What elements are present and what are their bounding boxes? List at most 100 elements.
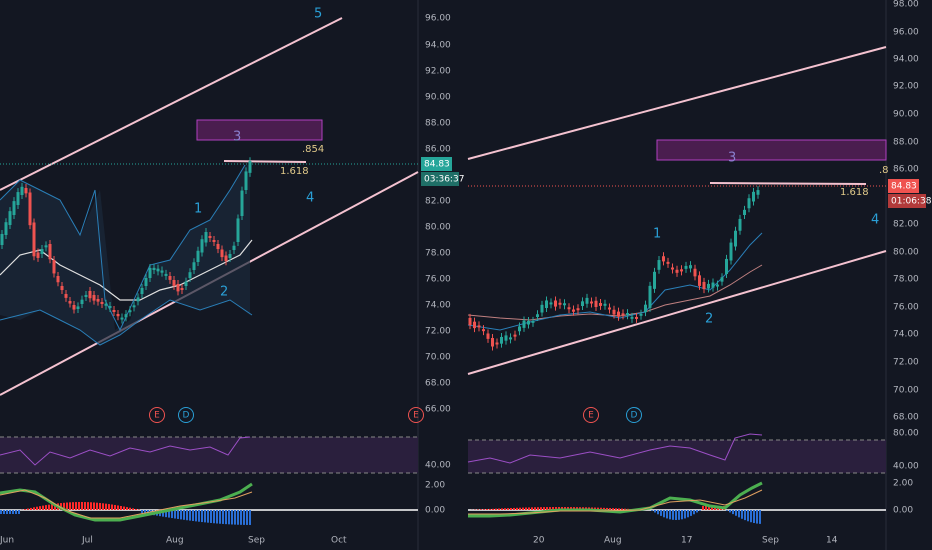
histogram-bar: [666, 510, 668, 519]
event-label: E: [154, 411, 160, 421]
histogram-bar: [99, 502, 101, 510]
candle: [653, 271, 656, 289]
candle: [72, 305, 76, 310]
histogram-bar: [237, 510, 239, 525]
candle: [590, 301, 593, 304]
histogram-bar: [66, 502, 68, 510]
price-axis-label: 74.00: [893, 330, 919, 340]
histogram-bar: [27, 508, 29, 510]
histogram-bar: [627, 508, 629, 510]
candle: [738, 218, 742, 231]
candle: [491, 338, 494, 347]
histogram-bar: [678, 510, 680, 520]
event-marker[interactable]: [149, 407, 165, 423]
candle: [608, 307, 611, 310]
histogram-bar: [534, 507, 536, 510]
countdown-tag: [421, 172, 459, 186]
histogram-bar: [87, 502, 89, 510]
candle: [148, 267, 152, 278]
histogram-bar: [135, 508, 137, 510]
event-marker[interactable]: [626, 407, 642, 423]
bollinger-upper: [0, 164, 246, 332]
histogram-bar: [672, 510, 674, 520]
candle: [160, 270, 164, 273]
candle: [536, 314, 539, 317]
histogram-bar: [39, 506, 41, 510]
histogram-bar: [516, 507, 518, 510]
histogram-bar: [177, 510, 179, 519]
histogram-bar: [192, 510, 194, 521]
histogram-bar: [105, 503, 107, 510]
candle: [513, 334, 517, 337]
fib-label: 1.618: [280, 166, 309, 177]
candle: [48, 244, 52, 260]
histogram-bar: [531, 507, 533, 510]
candle: [12, 201, 16, 215]
event-label: E: [413, 411, 419, 421]
candle: [80, 299, 84, 304]
histogram-bar: [132, 508, 134, 510]
candle: [228, 253, 232, 258]
price-axis-label: 68.00: [425, 379, 451, 389]
rsi-axis-label: 40.00: [893, 462, 919, 472]
candle: [644, 304, 647, 313]
histogram-bar: [525, 507, 527, 510]
event-marker[interactable]: [583, 407, 599, 423]
candle: [156, 268, 160, 272]
event-marker[interactable]: [408, 407, 424, 423]
candle: [711, 282, 715, 288]
macd-axis-label: 2.00: [893, 479, 913, 489]
candle: [120, 317, 124, 320]
candle: [52, 260, 56, 274]
histogram-bar: [492, 508, 494, 510]
candle: [549, 302, 553, 305]
target-box: [656, 139, 887, 161]
candle: [495, 342, 499, 345]
histogram-bar: [480, 509, 482, 510]
rsi-band: [468, 440, 886, 473]
histogram-bar: [36, 506, 38, 510]
candle: [64, 294, 68, 298]
price-axis-label: 70.00: [893, 386, 919, 396]
candle: [531, 320, 535, 323]
rsi-axis-label: 80.00: [893, 429, 919, 439]
histogram-bar: [33, 507, 35, 510]
candle: [128, 310, 132, 313]
signal-line: [468, 489, 763, 515]
candle: [136, 297, 140, 302]
event-marker[interactable]: [178, 407, 194, 423]
candle: [725, 258, 728, 274]
histogram-bar: [174, 510, 176, 519]
price-axis-label: 76.00: [893, 303, 919, 313]
price-axis-label: 96.00: [425, 14, 451, 24]
price-axis-label: 98.00: [893, 0, 919, 10]
histogram-bar: [621, 508, 623, 510]
histogram-bar: [213, 510, 215, 524]
histogram-bar: [249, 510, 251, 525]
histogram-bar: [651, 510, 653, 511]
candle: [248, 161, 252, 173]
candle: [572, 309, 575, 312]
histogram-bar: [204, 510, 206, 523]
candle: [144, 277, 148, 286]
bollinger-band: [0, 165, 250, 345]
candle: [100, 302, 104, 304]
countdown: 03:36:37: [424, 175, 464, 185]
histogram-bar: [519, 507, 521, 510]
time-label: 17: [681, 536, 692, 546]
histogram-bar: [741, 510, 743, 519]
histogram-bar: [609, 508, 611, 510]
candle: [164, 273, 168, 276]
price-axis-label: 94.00: [425, 41, 451, 51]
histogram-bar: [123, 506, 125, 510]
candle: [56, 276, 60, 283]
histogram-bar: [675, 510, 677, 520]
candle: [716, 284, 719, 287]
candle: [635, 316, 638, 319]
histogram-bar: [93, 502, 95, 510]
histogram-bar: [510, 508, 512, 510]
price-axis-label: 86.00: [425, 145, 451, 155]
candle: [92, 295, 96, 301]
candle: [216, 244, 220, 250]
histogram-bar: [486, 509, 488, 510]
